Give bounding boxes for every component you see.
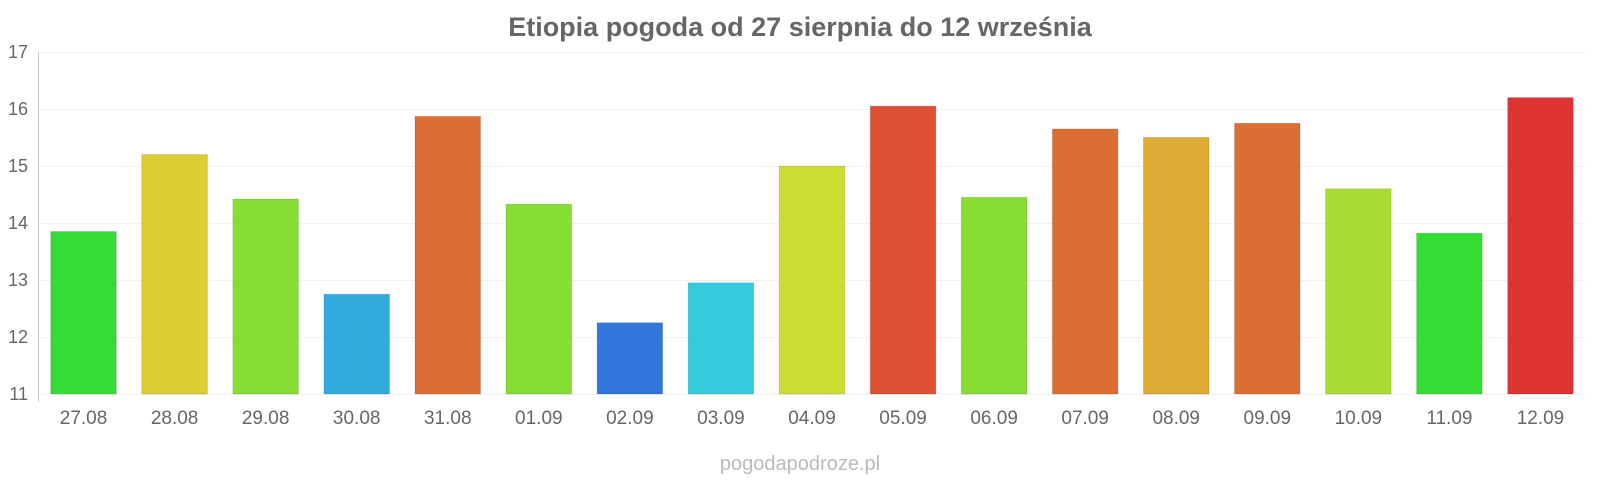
y-tick-label: 13 <box>8 270 28 290</box>
source-credit: pogodapodroze.pl <box>720 453 880 475</box>
bar-09.09 <box>1234 122 1301 395</box>
y-tick-label: 15 <box>8 156 28 176</box>
bar-01.09 <box>505 203 573 395</box>
x-tick-label: 05.09 <box>879 408 927 429</box>
y-tick-label: 14 <box>8 213 28 233</box>
x-tick-label: 01.09 <box>515 408 563 429</box>
bar-31.08 <box>414 115 482 395</box>
y-tick-label: 12 <box>8 327 28 347</box>
bar-30.08 <box>323 293 390 395</box>
y-tick-label: 11 <box>9 384 28 404</box>
x-tick-label: 27.08 <box>60 408 108 429</box>
x-tick-label: 07.09 <box>1061 408 1109 429</box>
x-tick-label: 31.08 <box>424 408 472 429</box>
x-tick-label: 29.08 <box>242 408 290 429</box>
x-tick-label: 11.09 <box>1426 408 1472 429</box>
x-tick-label: 30.08 <box>333 408 381 429</box>
bar-08.09 <box>1142 137 1210 395</box>
x-tick-label: 10.09 <box>1335 408 1383 429</box>
x-tick-label: 12.09 <box>1517 408 1565 429</box>
bar-28.08 <box>141 154 208 395</box>
bar-06.09 <box>960 196 1028 395</box>
x-tick-label: 04.09 <box>788 408 836 429</box>
y-tick-label: 16 <box>8 99 28 119</box>
x-axis-ticks: 27.08 28.08 29.08 30.08 31.08 01.09 02.09 03.09… <box>60 408 1564 429</box>
x-tick-label: 09.09 <box>1244 408 1292 429</box>
chart-title: Etiopia pogoda od 27 sierpnia do 12 wrze… <box>508 12 1093 42</box>
x-tick-label: 06.09 <box>970 408 1018 429</box>
bar-29.08 <box>232 198 299 395</box>
bar-11.09 <box>1416 232 1483 395</box>
y-tick-label: 17 <box>8 42 28 62</box>
bar-05.09 <box>869 105 937 395</box>
bar-04.09 <box>778 165 846 395</box>
bar-27.08 <box>50 231 117 395</box>
bar-03.09 <box>687 282 755 395</box>
bars <box>50 97 1574 395</box>
x-tick-label: 28.08 <box>151 408 199 429</box>
x-tick-label: 02.09 <box>606 408 654 429</box>
y-axis-ticks: 11 12 13 14 15 16 17 <box>8 42 28 404</box>
bar-02.09 <box>596 322 664 395</box>
bar-12.09 <box>1507 97 1574 395</box>
x-tick-label: 03.09 <box>697 408 745 429</box>
bar-07.09 <box>1051 128 1119 395</box>
x-tick-label: 08.09 <box>1152 408 1200 429</box>
bar-10.09 <box>1325 188 1392 395</box>
